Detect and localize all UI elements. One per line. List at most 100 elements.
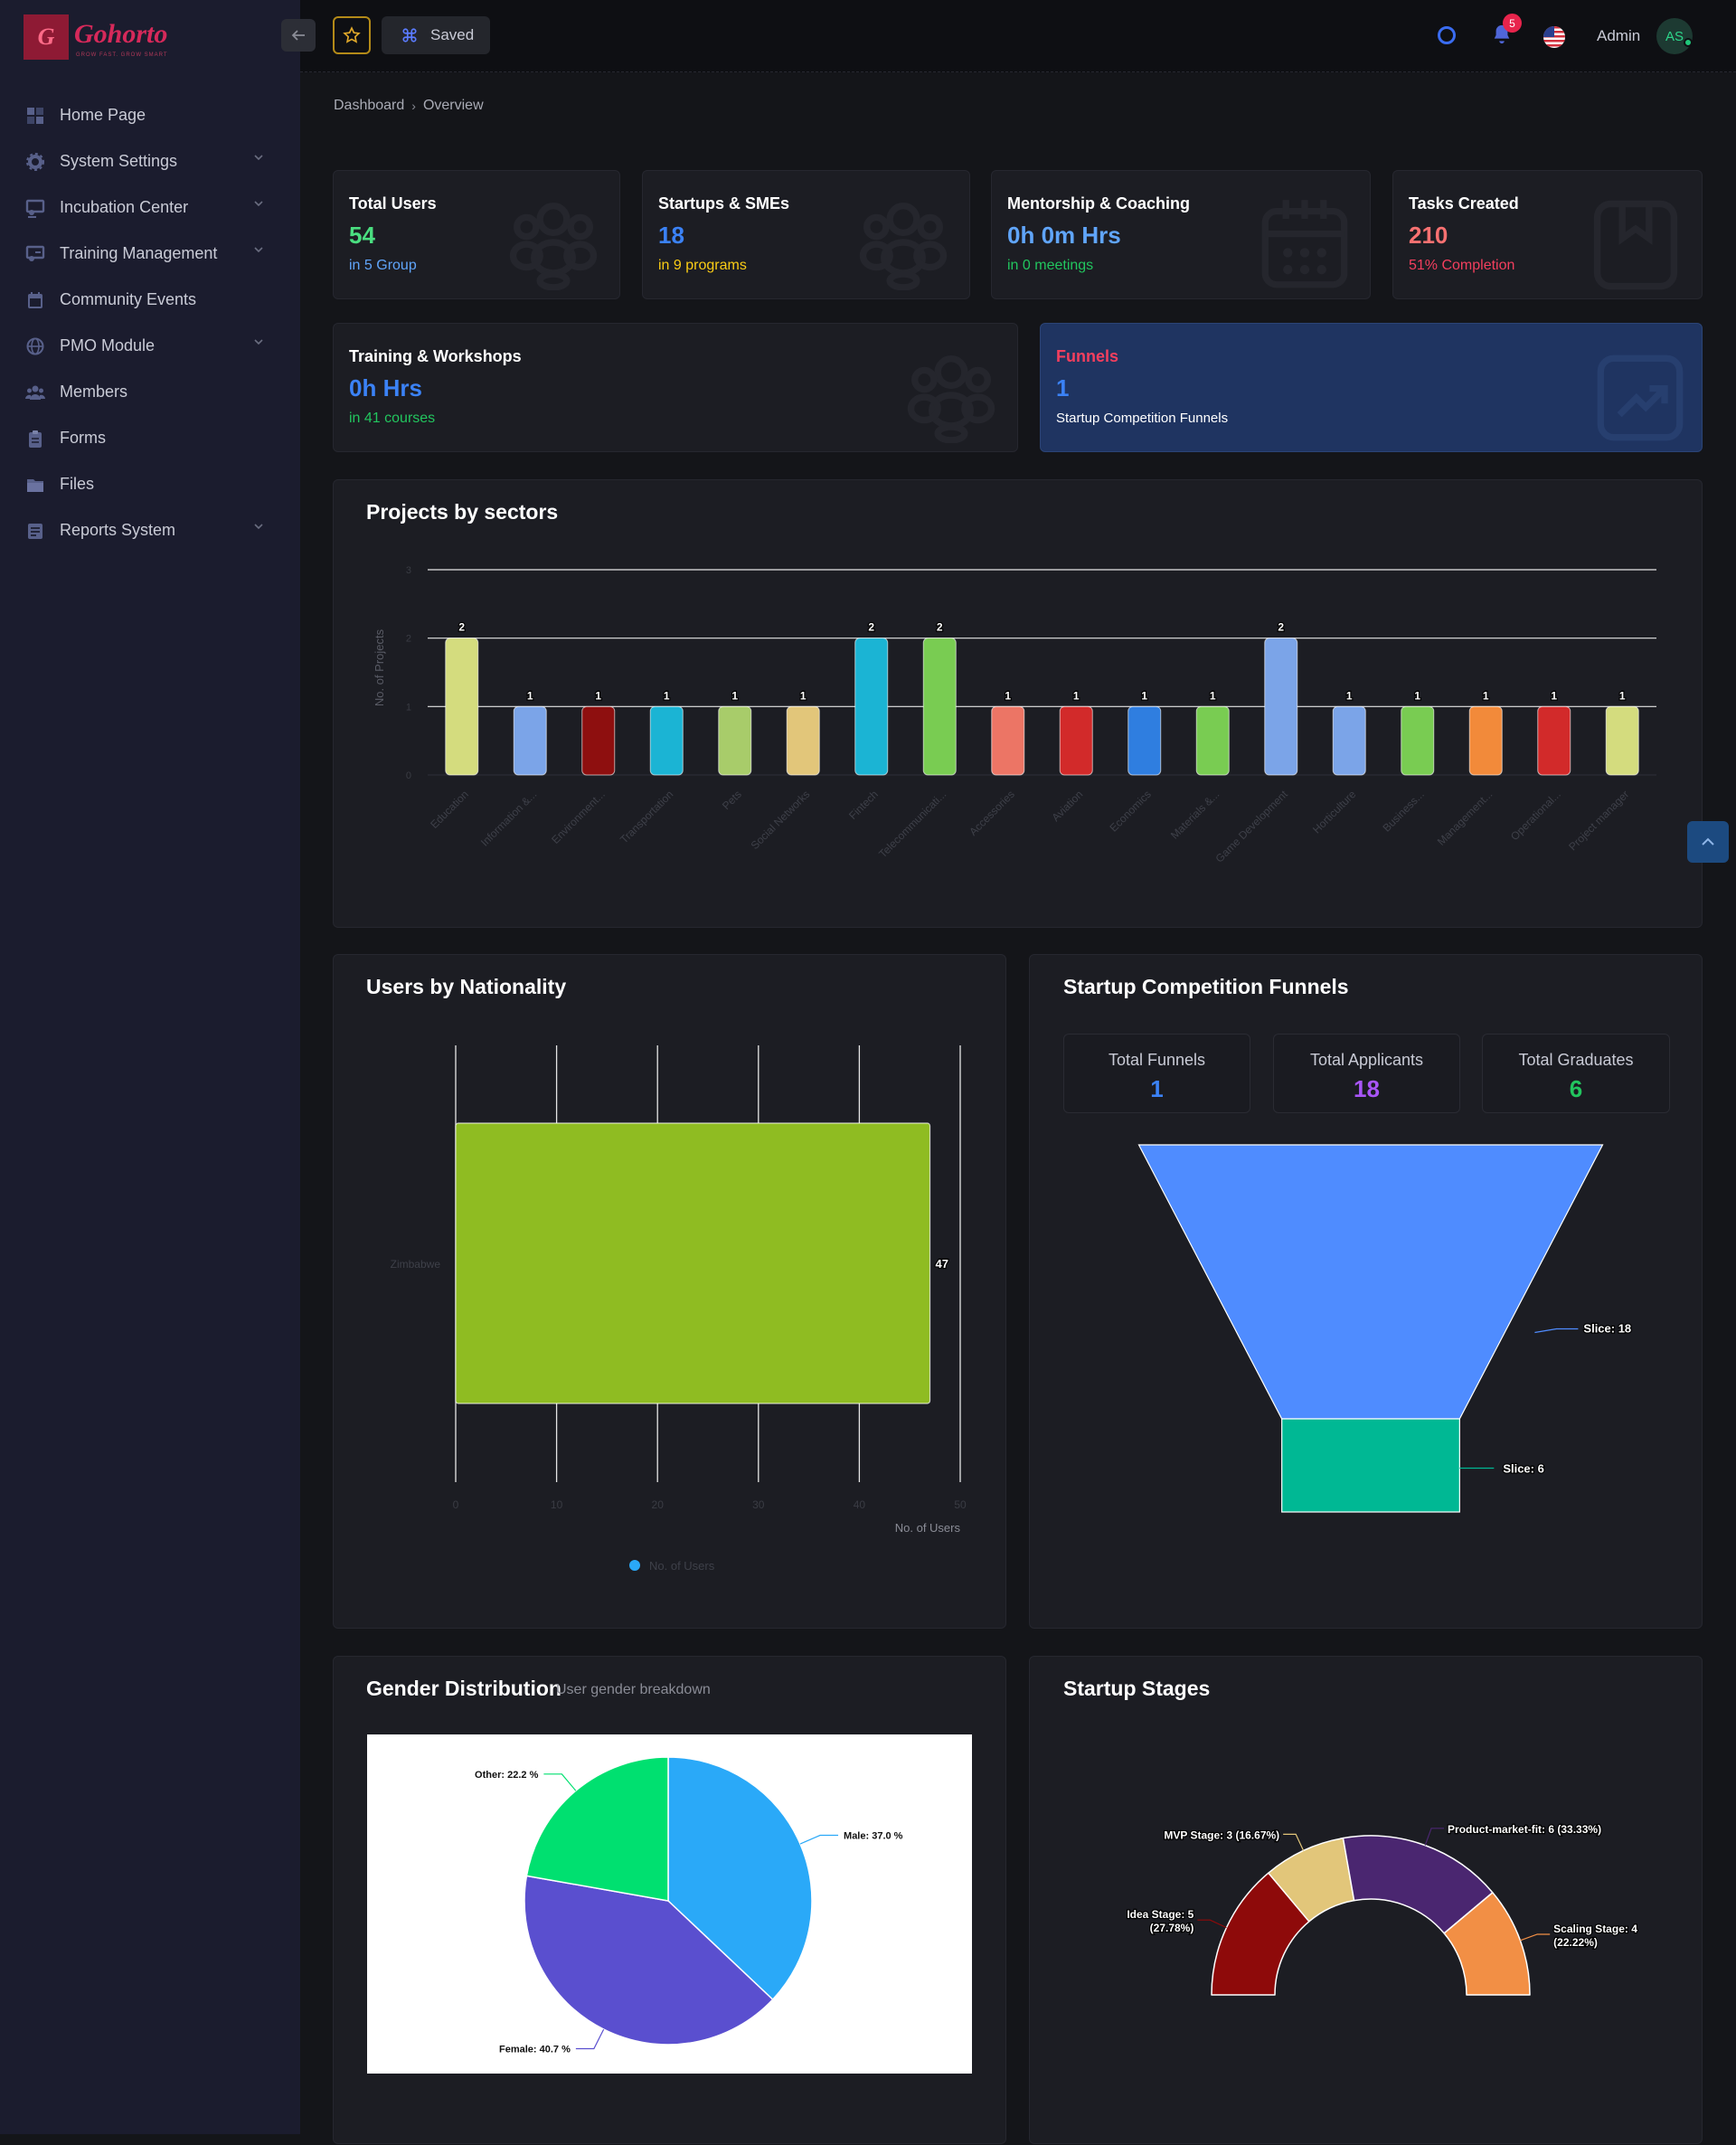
bar[interactable]	[1264, 638, 1298, 776]
collapse-sidebar-button[interactable]	[281, 19, 316, 52]
funnel-stage[interactable]	[1281, 1418, 1460, 1513]
panel-title: Users by Nationality	[366, 975, 567, 998]
sidebar-item-files[interactable]: Files	[25, 461, 269, 507]
donut-slice-label: (27.78%)	[1150, 1922, 1194, 1934]
pie-slice[interactable]	[525, 1756, 669, 1902]
sidebar-item-label: Members	[60, 383, 128, 401]
sidebar: G Gohorto GROW FAST. GROW SMART Home Pag…	[0, 0, 300, 2134]
sidebar-item-pmo-module[interactable]: PMO Module	[25, 323, 269, 369]
arrow-left-icon	[291, 30, 305, 41]
bar[interactable]	[922, 638, 957, 776]
x-tick-label: Operational...	[1508, 788, 1563, 843]
bar[interactable]	[649, 705, 684, 776]
favorite-button[interactable]	[333, 16, 371, 54]
bar[interactable]	[1059, 705, 1093, 776]
calendar-icon	[25, 290, 45, 310]
sidebar-item-label: Training Management	[60, 244, 218, 262]
theme-toggle-button[interactable]	[1438, 26, 1456, 44]
bar-data-label: 1	[1619, 689, 1626, 702]
donut-slice-label: Idea Stage: 5	[1127, 1908, 1194, 1921]
pie-slice-label: Male: 37.0 %	[844, 1831, 903, 1842]
sidebar-item-label: PMO Module	[60, 336, 156, 354]
donut-label-connector	[1283, 1833, 1305, 1851]
bar[interactable]	[445, 638, 479, 776]
sidebar-item-forms[interactable]: Forms	[25, 415, 269, 461]
x-tick-label: Transportation	[618, 788, 675, 846]
x-tick-label: Aviation	[1049, 788, 1085, 824]
avatar[interactable]: AS	[1656, 18, 1693, 54]
stat-card-training[interactable]: Training & Workshops 0h Hrs in 41 course…	[333, 323, 1018, 452]
panel-title: Gender Distribution	[366, 1677, 561, 1700]
x-tick-label: Social Networks	[749, 788, 813, 852]
bar[interactable]	[455, 1122, 931, 1404]
sidebar-item-community-events[interactable]: Community Events	[25, 277, 269, 323]
bar-data-label: 1	[800, 689, 807, 702]
globe-icon	[25, 336, 45, 356]
bar[interactable]	[581, 705, 616, 776]
stat-card-funnels[interactable]: Funnels 1 Startup Competition Funnels	[1040, 323, 1703, 452]
bar[interactable]	[854, 638, 889, 776]
funnel-stage-label: Slice: 18	[1583, 1322, 1631, 1336]
saved-label: Saved	[430, 26, 475, 43]
sidebar-item-label: Reports System	[60, 521, 176, 539]
y-tick-label: 1	[406, 702, 411, 713]
user-name[interactable]: Admin	[1597, 27, 1641, 44]
breadcrumb-dashboard[interactable]: Dashboard	[334, 98, 405, 113]
breadcrumb-overview: Overview	[422, 98, 484, 113]
saved-button[interactable]: Saved	[382, 16, 490, 54]
bar[interactable]	[1332, 705, 1366, 776]
home-icon	[25, 106, 45, 126]
stat-title: Training & Workshops	[349, 347, 522, 365]
sidebar-item-training-management[interactable]: Training Management	[25, 231, 269, 277]
bar[interactable]	[1127, 705, 1162, 776]
bar[interactable]	[1401, 705, 1435, 776]
brand-logo[interactable]: G Gohorto GROW FAST. GROW SMART	[24, 14, 167, 60]
donut-slice-label: MVP Stage: 3 (16.67%)	[1164, 1828, 1279, 1841]
stat-card-tasks[interactable]: Tasks Created 210 51% Completion	[1392, 170, 1703, 299]
sidebar-item-home-page[interactable]: Home Page	[25, 92, 269, 138]
bar[interactable]	[513, 705, 547, 776]
x-tick-label: Materials &...	[1168, 788, 1222, 841]
us-flag-icon[interactable]	[1543, 25, 1566, 49]
bar[interactable]	[1605, 705, 1639, 776]
sidebar-item-reports-system[interactable]: Reports System	[25, 507, 269, 553]
donut-slice[interactable]	[1443, 1892, 1531, 1996]
bar[interactable]	[991, 705, 1025, 776]
legend-marker[interactable]	[629, 1560, 640, 1571]
sidebar-item-incubation-center[interactable]: Incubation Center	[25, 184, 269, 231]
chevron-down-icon	[254, 247, 263, 253]
bar-data-label: 1	[1551, 689, 1557, 702]
bar-data-label: 2	[868, 621, 874, 634]
stat-card-startups[interactable]: Startups & SMEs 18 in 9 programs	[642, 170, 970, 299]
pie-slice[interactable]	[524, 1875, 774, 2046]
bar[interactable]	[1195, 705, 1230, 776]
projects-by-sectors-panel: Projects by sectors 0 1 2 3 No. of Projects 2…	[333, 479, 1703, 928]
legend-label[interactable]: No. of Users	[649, 1559, 715, 1573]
bar-data-label: 1	[1346, 689, 1353, 702]
users-group-icon	[859, 203, 948, 290]
bar[interactable]	[786, 705, 820, 776]
scroll-top-button[interactable]	[1687, 821, 1729, 863]
sidebar-item-system-settings[interactable]: System Settings	[25, 138, 269, 184]
stat-card-total-users[interactable]: Total Users 54 in 5 Group	[333, 170, 620, 299]
bar-data-label: 47	[936, 1257, 948, 1271]
mini-label: Total Graduates	[1518, 1051, 1634, 1069]
total-applicants-card: Total Applicants 18	[1273, 1034, 1460, 1113]
x-tick-label: Business...	[1380, 788, 1426, 834]
chevron-down-icon	[254, 339, 263, 345]
x-tick-label: Information &...	[478, 788, 539, 848]
funnel-stage[interactable]	[1137, 1144, 1604, 1420]
donut-slice-label: (22.22%)	[1553, 1936, 1598, 1949]
projects-by-sectors-chart: 0 1 2 3 No. of Projects 2 Education 1 Informatio…	[373, 565, 1656, 865]
bar[interactable]	[718, 705, 752, 776]
donut-slice-label: Product-market-fit: 6 (33.33%)	[1448, 1823, 1601, 1836]
bar[interactable]	[1537, 705, 1571, 776]
pie-slice[interactable]	[667, 1756, 813, 2001]
sidebar-item-members[interactable]: Members	[25, 369, 269, 415]
online-status-dot	[1684, 38, 1693, 47]
bar-data-label: 1	[1005, 689, 1011, 702]
brand-tagline: GROW FAST. GROW SMART	[76, 52, 168, 58]
stat-title: Mentorship & Coaching	[1007, 194, 1190, 213]
bar[interactable]	[1468, 705, 1503, 776]
stat-card-mentorship[interactable]: Mentorship & Coaching 0h 0m Hrs in 0 mee…	[991, 170, 1371, 299]
